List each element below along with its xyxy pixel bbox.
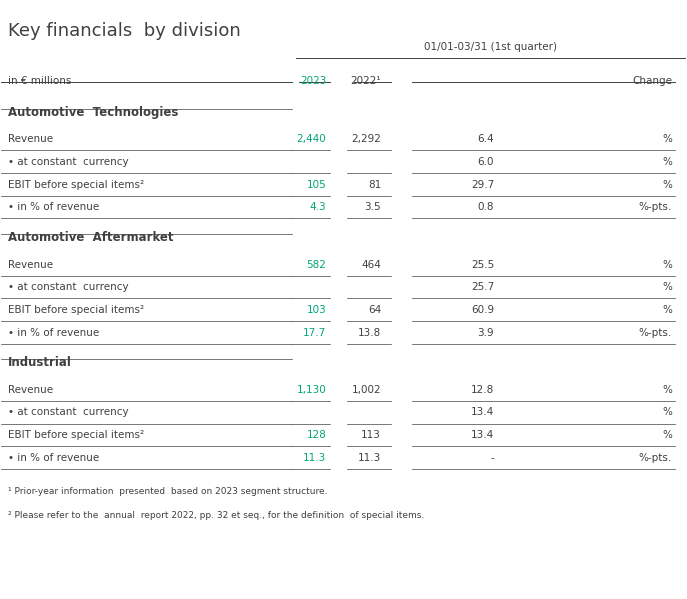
Text: %: %: [662, 407, 672, 418]
Text: Automotive  Aftermarket: Automotive Aftermarket: [8, 231, 174, 244]
Text: Revenue: Revenue: [8, 259, 54, 270]
Text: -: -: [491, 453, 494, 463]
Text: %: %: [662, 134, 672, 144]
Text: • in % of revenue: • in % of revenue: [8, 453, 100, 463]
Text: 582: 582: [306, 259, 326, 270]
Text: Revenue: Revenue: [8, 385, 54, 395]
Text: %: %: [662, 305, 672, 315]
Text: 01/01-03/31 (1st quarter): 01/01-03/31 (1st quarter): [424, 42, 557, 52]
Text: • in % of revenue: • in % of revenue: [8, 202, 100, 212]
Text: 81: 81: [368, 180, 381, 190]
Text: 105: 105: [306, 180, 326, 190]
Text: %-pts.: %-pts.: [639, 328, 672, 337]
Text: 464: 464: [361, 259, 381, 270]
Text: 11.3: 11.3: [358, 453, 381, 463]
Text: Key financials  by division: Key financials by division: [8, 22, 241, 40]
Text: 6.4: 6.4: [477, 134, 494, 144]
Text: 3.9: 3.9: [477, 328, 494, 337]
Text: %: %: [662, 282, 672, 292]
Text: 0.8: 0.8: [477, 202, 494, 212]
Text: 13.4: 13.4: [471, 430, 494, 440]
Text: 25.7: 25.7: [471, 282, 494, 292]
Text: in € millions: in € millions: [8, 76, 71, 86]
Text: 12.8: 12.8: [471, 385, 494, 395]
Text: • at constant  currency: • at constant currency: [8, 282, 129, 292]
Text: EBIT before special items²: EBIT before special items²: [8, 180, 144, 190]
Text: %: %: [662, 180, 672, 190]
Text: EBIT before special items²: EBIT before special items²: [8, 305, 144, 315]
Text: %: %: [662, 157, 672, 167]
Text: 13.4: 13.4: [471, 407, 494, 418]
Text: 2,292: 2,292: [351, 134, 381, 144]
Text: 103: 103: [306, 305, 326, 315]
Text: 64: 64: [368, 305, 381, 315]
Text: ¹ Prior-year information  presented  based on 2023 segment structure.: ¹ Prior-year information presented based…: [8, 488, 328, 497]
Text: 6.0: 6.0: [477, 157, 494, 167]
Text: 17.7: 17.7: [303, 328, 326, 337]
Text: 4.3: 4.3: [310, 202, 326, 212]
Text: %: %: [662, 430, 672, 440]
Text: Automotive  Technologies: Automotive Technologies: [8, 106, 179, 119]
Text: 11.3: 11.3: [303, 453, 326, 463]
Text: 60.9: 60.9: [471, 305, 494, 315]
Text: Industrial: Industrial: [8, 356, 72, 369]
Text: Revenue: Revenue: [8, 134, 54, 144]
Text: 2023: 2023: [300, 76, 326, 86]
Text: 3.5: 3.5: [365, 202, 381, 212]
Text: ² Please refer to the  annual  report 2022, pp. 32 et seq., for the definition  : ² Please refer to the annual report 2022…: [8, 511, 425, 520]
Text: • at constant  currency: • at constant currency: [8, 157, 129, 167]
Text: 2,440: 2,440: [297, 134, 326, 144]
Text: 1,002: 1,002: [352, 385, 381, 395]
Text: %-pts.: %-pts.: [639, 453, 672, 463]
Text: 13.8: 13.8: [358, 328, 381, 337]
Text: 29.7: 29.7: [471, 180, 494, 190]
Text: %-pts.: %-pts.: [639, 202, 672, 212]
Text: 128: 128: [306, 430, 326, 440]
Text: %: %: [662, 385, 672, 395]
Text: 1,130: 1,130: [297, 385, 326, 395]
Text: 113: 113: [361, 430, 381, 440]
Text: EBIT before special items²: EBIT before special items²: [8, 430, 144, 440]
Text: 2022¹: 2022¹: [350, 76, 381, 86]
Text: • in % of revenue: • in % of revenue: [8, 328, 100, 337]
Text: • at constant  currency: • at constant currency: [8, 407, 129, 418]
Text: 25.5: 25.5: [471, 259, 494, 270]
Text: %: %: [662, 259, 672, 270]
Text: Change: Change: [632, 76, 672, 86]
